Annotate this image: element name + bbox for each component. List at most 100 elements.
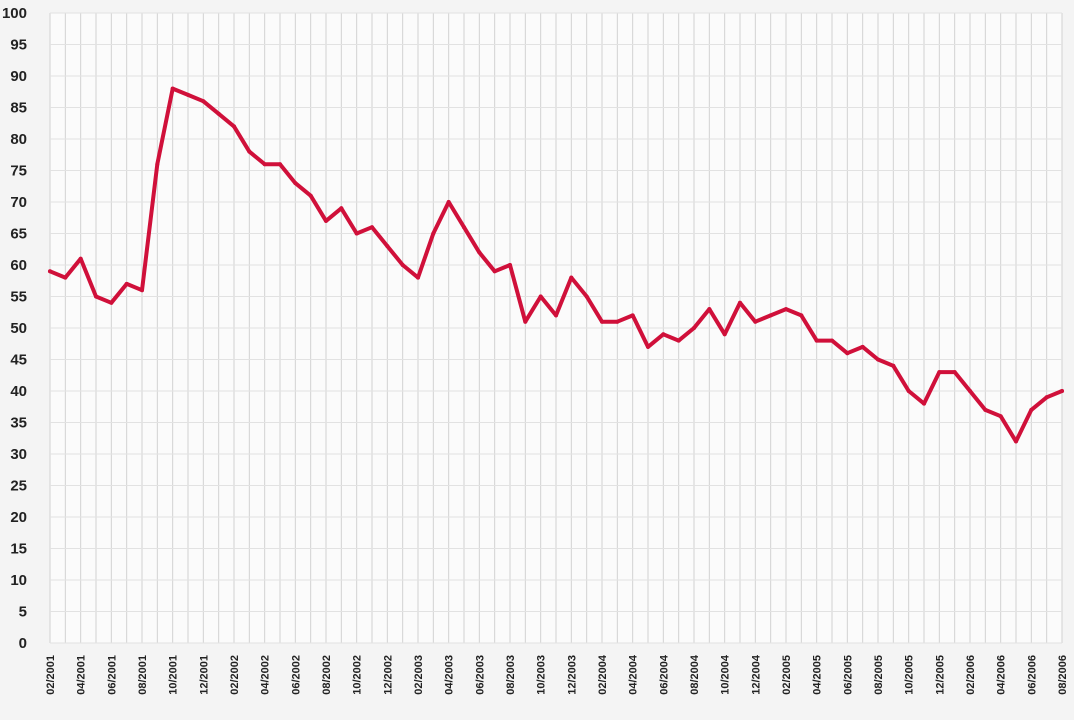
- data-point: [968, 389, 972, 393]
- data-point: [492, 269, 497, 274]
- data-point: [937, 370, 942, 375]
- data-point: [554, 313, 558, 318]
- x-tick-label: 06/2003: [474, 655, 486, 695]
- data-point: [354, 231, 359, 236]
- y-tick-label: 85: [10, 100, 27, 117]
- data-point: [293, 181, 298, 186]
- data-point: [324, 218, 328, 223]
- data-point: [94, 294, 98, 299]
- data-point: [676, 338, 681, 343]
- data-point: [124, 281, 129, 286]
- data-point: [109, 300, 114, 305]
- data-point: [216, 111, 221, 116]
- y-tick-label: 55: [10, 289, 27, 306]
- y-tick-label: 75: [10, 163, 27, 180]
- y-tick-label: 30: [10, 446, 27, 463]
- x-tick-label: 04/2003: [444, 655, 456, 695]
- data-point: [370, 225, 374, 230]
- data-point: [416, 275, 420, 280]
- data-point: [278, 162, 282, 167]
- x-tick-label: 02/2006: [965, 655, 977, 695]
- x-tick-label: 10/2001: [168, 655, 180, 695]
- x-tick-label: 08/2003: [505, 655, 517, 695]
- data-point: [538, 294, 543, 299]
- x-tick-label: 10/2005: [904, 655, 916, 695]
- data-point: [262, 162, 267, 167]
- y-tick-label: 95: [10, 37, 27, 54]
- data-point: [799, 313, 804, 318]
- data-point: [615, 319, 620, 324]
- x-tick-label: 12/2005: [934, 655, 946, 695]
- data-point: [814, 338, 819, 343]
- data-point: [232, 124, 236, 129]
- x-tick-label: 12/2003: [566, 655, 578, 695]
- data-point: [600, 319, 604, 324]
- data-point: [1014, 439, 1018, 444]
- data-point: [339, 206, 344, 211]
- x-tick-label: 02/2005: [781, 655, 793, 695]
- y-tick-label: 45: [10, 352, 27, 369]
- data-point: [753, 319, 758, 324]
- data-point: [998, 414, 1003, 419]
- y-tick-label: 100: [2, 5, 27, 22]
- x-tick-label: 10/2002: [352, 655, 364, 695]
- data-point: [922, 401, 926, 406]
- y-tick-label: 50: [10, 320, 27, 337]
- data-point: [1029, 407, 1034, 412]
- y-tick-label: 80: [10, 131, 27, 148]
- data-point: [983, 407, 988, 412]
- x-axis-ticks: 02/2001 04/2001 06/2001 08/2001 10/2001 12/20…: [45, 654, 1069, 695]
- y-axis-ticks: 0 5 10 15 20 25 30 35 40 45 50 55 60 65 70 75 80 85 90 95 10…: [2, 5, 27, 652]
- y-tick-label: 20: [10, 509, 27, 526]
- x-tick-label: 02/2003: [413, 655, 425, 695]
- y-tick-label: 15: [10, 541, 27, 558]
- data-point: [707, 307, 712, 312]
- x-tick-label: 04/2002: [260, 655, 272, 695]
- data-point: [462, 225, 466, 230]
- data-point: [140, 288, 144, 293]
- x-tick-label: 06/2004: [658, 654, 670, 695]
- x-tick-label: 04/2006: [996, 655, 1008, 695]
- data-point: [508, 263, 512, 267]
- data-point: [784, 307, 788, 312]
- x-tick-label: 08/2005: [873, 655, 885, 695]
- data-point: [906, 389, 911, 393]
- data-point: [523, 319, 528, 324]
- series-layer: [48, 86, 1064, 444]
- x-tick-label: 06/2005: [842, 655, 854, 695]
- data-point: [186, 92, 190, 97]
- data-point: [891, 363, 896, 368]
- data-point: [477, 250, 482, 255]
- data-point: [247, 149, 252, 154]
- x-tick-label: 08/2004: [689, 654, 701, 695]
- data-point: [308, 193, 313, 198]
- x-tick-label: 08/2001: [137, 655, 149, 695]
- data-point: [569, 275, 574, 280]
- x-tick-label: 12/2004: [750, 654, 762, 695]
- x-tick-label: 02/2001: [45, 655, 57, 695]
- y-tick-label: 25: [10, 478, 27, 495]
- data-point: [78, 256, 83, 261]
- data-point: [584, 294, 589, 299]
- x-tick-label: 02/2004: [597, 654, 609, 695]
- y-tick-label: 70: [10, 194, 27, 211]
- grid: [49, 12, 1063, 644]
- data-point: [661, 332, 666, 337]
- x-tick-label: 12/2002: [382, 655, 394, 695]
- x-tick-label: 10/2003: [536, 655, 548, 695]
- data-point: [845, 351, 850, 356]
- x-tick-label: 02/2002: [229, 655, 241, 695]
- x-tick-label: 06/2002: [290, 655, 302, 695]
- data-point: [385, 244, 390, 249]
- data-point: [860, 344, 865, 349]
- data-point: [48, 269, 52, 274]
- x-tick-label: 08/2006: [1057, 655, 1069, 695]
- x-tick-label: 08/2002: [321, 655, 333, 695]
- y-tick-label: 5: [19, 604, 27, 621]
- x-tick-label: 10/2004: [720, 654, 732, 695]
- y-tick-label: 65: [10, 226, 27, 243]
- data-point: [1044, 395, 1049, 400]
- data-point: [446, 200, 451, 204]
- data-point: [155, 162, 160, 167]
